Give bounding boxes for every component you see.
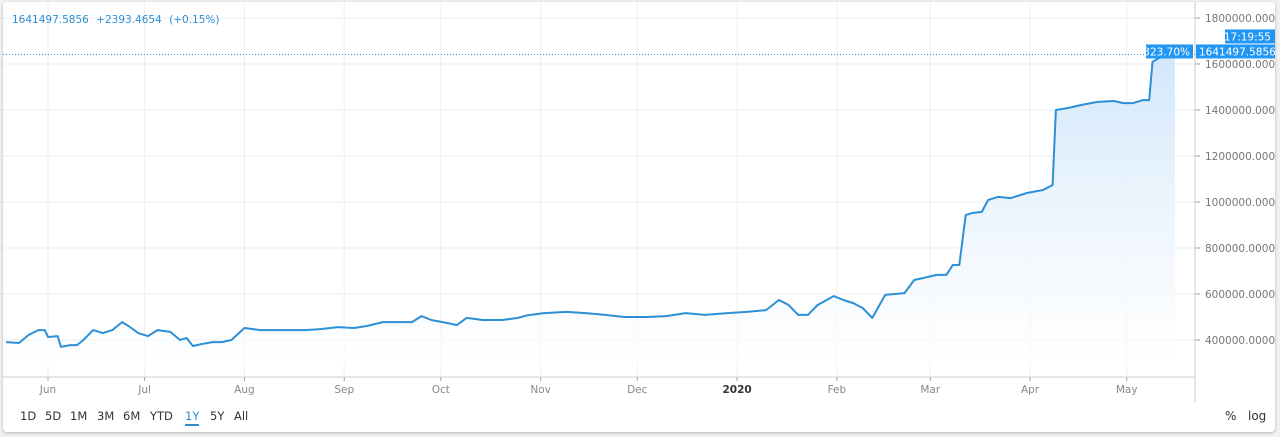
legend-last-value: 1641497.5856 [12,14,89,26]
x-tick-label: May [1116,384,1138,396]
log-scale-toggle[interactable]: log [1248,409,1267,423]
range-1y[interactable]: 1Y [185,409,200,426]
range-1m[interactable]: 1M [70,409,88,423]
percent-label: 323.70% [1143,46,1190,58]
chart-widget: 400000.0000 600000.0000 800000.0000 1000000… [3,2,1275,432]
percent-label-bg [1146,44,1193,59]
x-tick-label: Aug [234,384,255,396]
x-tick-label: Dec [627,384,648,396]
x-tick-label: Sep [334,384,354,396]
x-tick-label: Oct [432,384,450,396]
x-tick-label: Mar [920,384,940,396]
x-tick-label: Jun [39,384,56,396]
bottom-toolbar: 1D 5D 1M 3M 6M YTD 1Y 5Y All % log [3,405,1275,429]
y-tick-label: 400000.0000 [1205,335,1275,347]
x-tick-label: Feb [828,384,847,396]
legend: 1641497.5856 +2393.4654 (+0.15%) [12,14,223,26]
y-tick-label: 800000.0000 [1205,243,1275,255]
legend-change-pct: (+0.15%) [169,14,220,26]
legend-change: +2393.4654 [96,14,162,26]
y-tick-label: 1000000.0000 [1205,197,1275,209]
price-label: 1641497.5856 [1199,46,1275,58]
x-tick-label: 2020 [722,384,751,396]
range-5d[interactable]: 5D [45,409,62,423]
y-tick-label: 1600000.0000 [1205,59,1275,71]
range-6m[interactable]: 6M [123,409,141,423]
range-5y[interactable]: 5Y [210,409,225,423]
x-tick-label: Apr [1021,384,1040,396]
range-3m[interactable]: 3M [97,409,115,423]
y-tick-label: 1800000.0000 [1205,13,1275,25]
percent-scale-toggle[interactable]: % [1225,409,1237,423]
y-tick-label: 600000.0000 [1205,289,1275,301]
x-tick-label: Jul [137,384,151,396]
series-line [6,53,1176,348]
price-label-bg [1196,44,1275,59]
x-tick-label: Nov [530,384,551,396]
time-label: 17:19:55 [1224,31,1271,43]
range-ytd[interactable]: YTD [150,409,173,423]
time-label-bg [1225,29,1275,44]
y-tick-label: 1200000.0000 [1205,151,1275,163]
price-chart[interactable]: 400000.0000 600000.0000 800000.0000 1000000… [3,2,1275,402]
y-tick-label: 1400000.0000 [1205,105,1275,117]
series-area [6,54,1176,367]
range-1d[interactable]: 1D [20,409,37,423]
range-all[interactable]: All [234,409,249,423]
